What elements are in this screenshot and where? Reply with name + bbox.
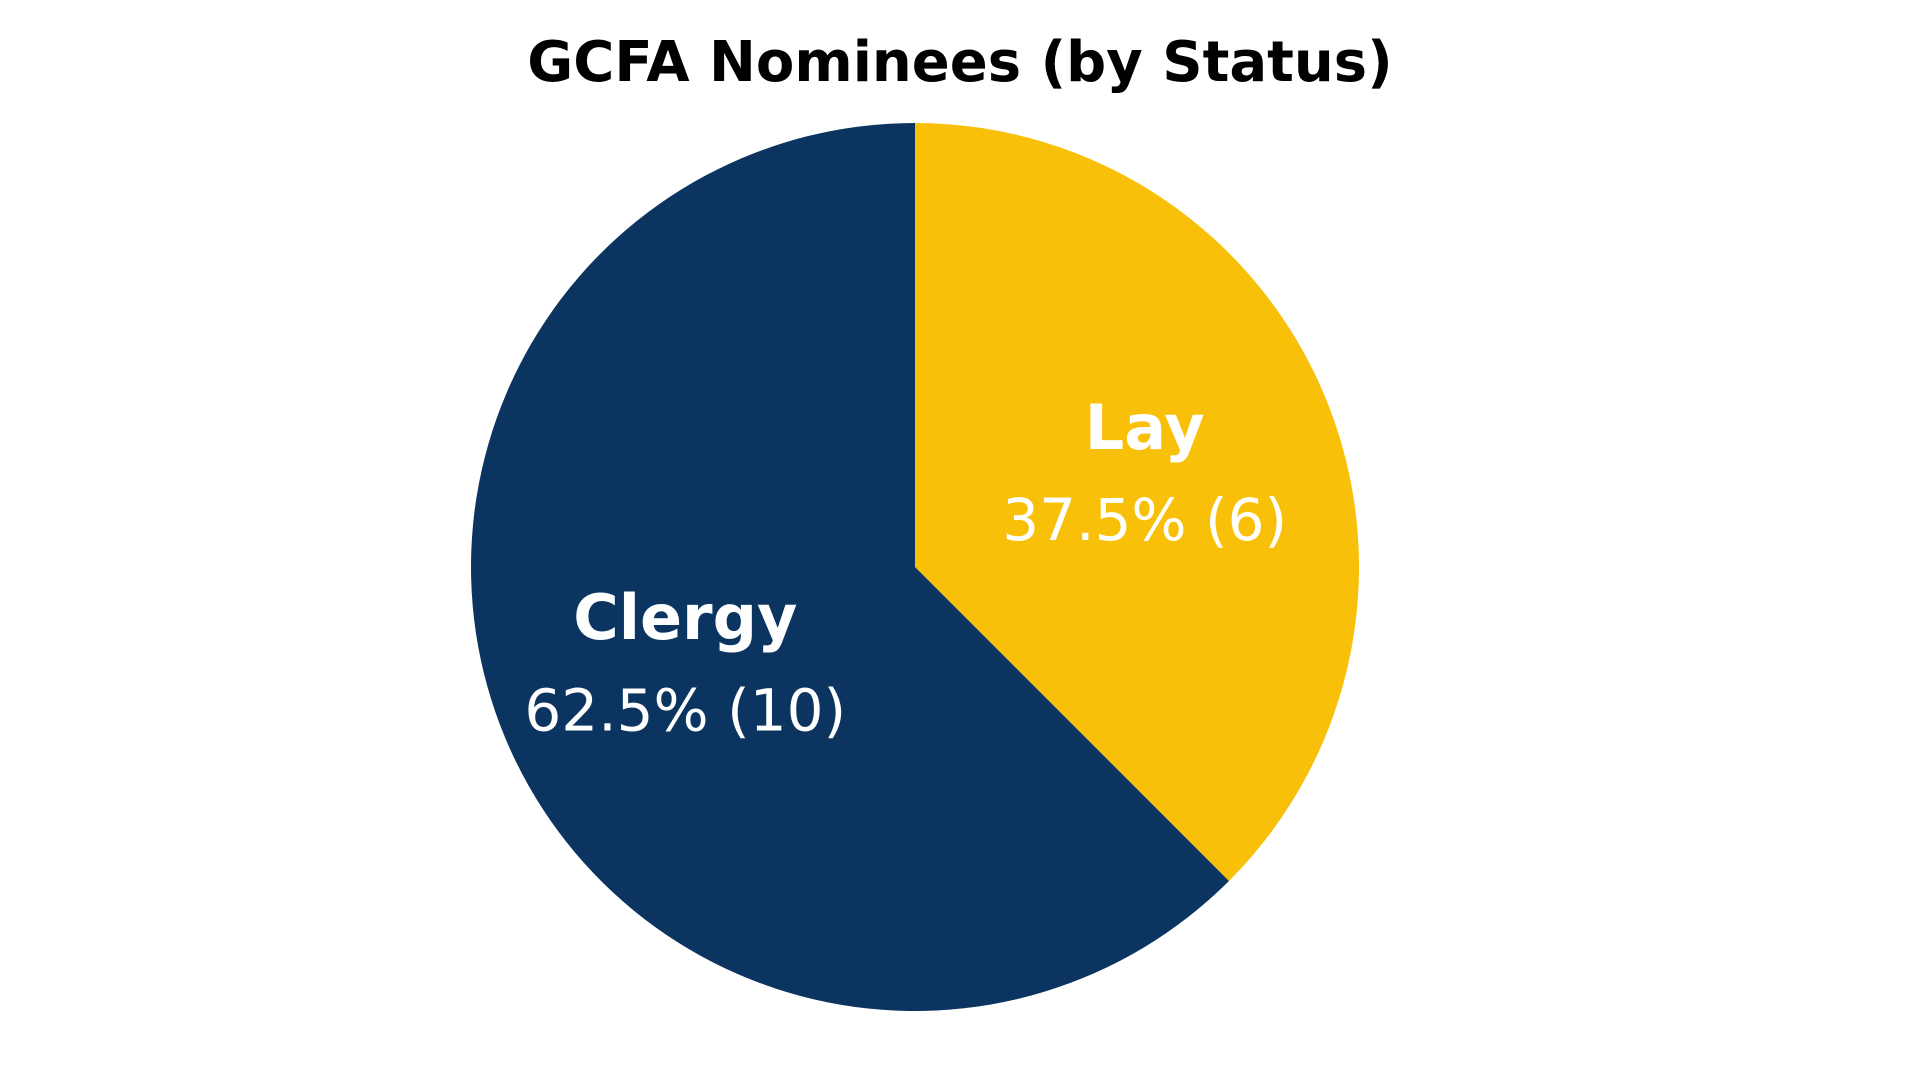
slice-label: Lay [1085, 391, 1205, 464]
slice-value-label: 62.5% (10) [524, 676, 846, 744]
pie-slice [471, 123, 1229, 1011]
slice-label: Clergy [573, 581, 797, 654]
pie-slice [915, 123, 1360, 881]
slice-value-label: 37.5% (6) [1002, 486, 1287, 554]
chart-title: GCFA Nominees (by Status) [527, 30, 1392, 95]
